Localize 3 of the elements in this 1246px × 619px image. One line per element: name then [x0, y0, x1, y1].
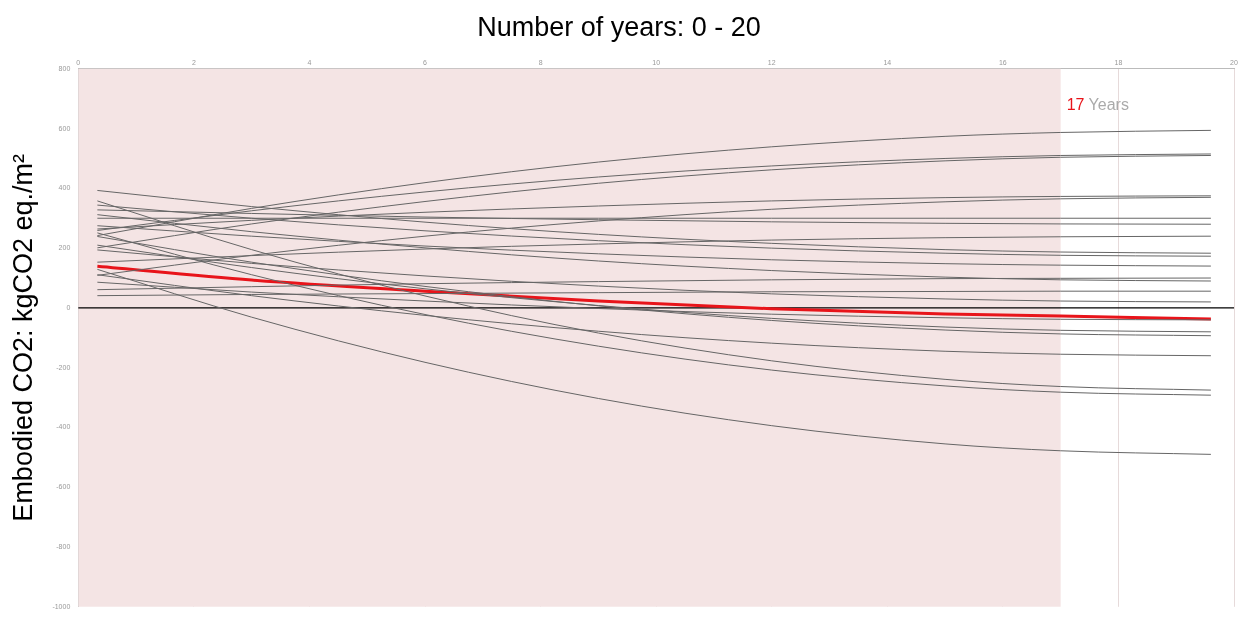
chart-title: Number of years: 0 - 20 [477, 11, 761, 42]
band-label: 17 Years [1066, 96, 1129, 114]
y-axis-title: Embodied CO2: kgCO2 eq./m² [7, 153, 38, 522]
